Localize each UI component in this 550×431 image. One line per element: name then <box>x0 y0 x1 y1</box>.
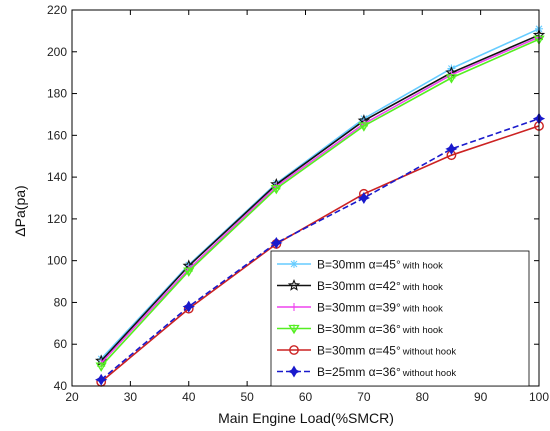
x-tick-label-3: 40 <box>182 390 196 404</box>
legend-label-2: B=30mm α=42° with hook <box>317 279 443 293</box>
x-tick-label-6: 70 <box>357 390 371 404</box>
data-point-4-4 <box>358 121 370 132</box>
series-line-3 <box>100 36 540 364</box>
legend-entry-3: B=30mm α=39° with hook <box>277 301 443 315</box>
y-tick-label-4: 100 <box>47 254 67 268</box>
x-tick-label-2: 30 <box>124 390 138 404</box>
legend-marker-2 <box>287 279 301 291</box>
x-tick-label-7: 80 <box>416 390 430 404</box>
legend-marker-3 <box>290 303 298 311</box>
x-tick-label-9: 100 <box>529 390 549 404</box>
legend-entry-2: B=30mm α=42° with hook <box>277 279 443 293</box>
y-tick-label-9: 200 <box>47 45 67 59</box>
legend-label-5: B=30mm α=45° without hook <box>317 344 456 358</box>
legend-marker-6 <box>287 365 301 378</box>
series-6 <box>95 112 546 386</box>
x-tick-label-1: 20 <box>65 390 79 404</box>
legend: B=30mm α=45° with hook B=30mm α=42° with ho… <box>270 250 530 387</box>
legend-label-6: B=25mm α=36° without hook <box>317 365 456 379</box>
y-tick-label-3: 80 <box>54 295 68 309</box>
x-tick-label-5: 60 <box>299 390 313 404</box>
series-line-4 <box>100 38 540 367</box>
y-tick-label-1: 40 <box>54 379 68 393</box>
legend-entry-5: B=30mm α=45° without hook <box>277 344 456 358</box>
data-point-6-2 <box>182 300 195 313</box>
data-point-6-5 <box>445 142 458 155</box>
y-tick-label-10: 220 <box>47 3 67 17</box>
data-point-6-4 <box>357 192 370 204</box>
data-point-4-3 <box>270 184 282 195</box>
x-tick-label-8: 90 <box>474 390 488 404</box>
y-axis-label: ΔPa(pa) <box>12 185 28 236</box>
y-tick-label-6: 140 <box>47 170 67 184</box>
series-line-1 <box>100 28 540 360</box>
data-point-4-2 <box>183 267 195 277</box>
axes-layer: 20 30 40 50 60 70 80 90 100 40 60 80 100 120 140 160 180… <box>47 3 549 404</box>
data-point-6-1 <box>95 373 108 386</box>
x-axis-label: Main Engine Load(%SMCR) <box>218 410 394 426</box>
legend-box <box>270 250 530 387</box>
legend-entry-6: B=25mm α=36° without hook <box>277 365 456 379</box>
series-line-2 <box>100 34 540 362</box>
y-tick-label-8: 180 <box>47 87 67 101</box>
legend-label-4: B=30mm α=36° with hook <box>317 322 443 336</box>
y-tick-label-5: 120 <box>47 212 67 226</box>
legend-entry-4: B=30mm α=36° with hook <box>277 322 443 336</box>
data-point-6-3 <box>270 236 283 249</box>
series-line-5 <box>100 125 540 383</box>
y-tick-label-7: 160 <box>47 128 67 142</box>
legend-marker-5 <box>289 345 299 355</box>
data-point-4-5 <box>445 73 458 84</box>
legend-entry-1: B=30mm α=45° with hook <box>277 258 443 272</box>
x-tick-label-4: 50 <box>240 390 254 404</box>
y-tick-label-2: 60 <box>54 337 68 351</box>
legend-marker-4 <box>288 324 300 335</box>
legend-label-3: B=30mm α=39° with hook <box>317 301 443 315</box>
legend-label-1: B=30mm α=45° with hook <box>317 258 443 272</box>
series-line-6 <box>100 117 540 381</box>
data-point-4-1 <box>95 362 107 372</box>
legend-marker-1 <box>290 260 298 268</box>
series-layer <box>95 24 546 387</box>
